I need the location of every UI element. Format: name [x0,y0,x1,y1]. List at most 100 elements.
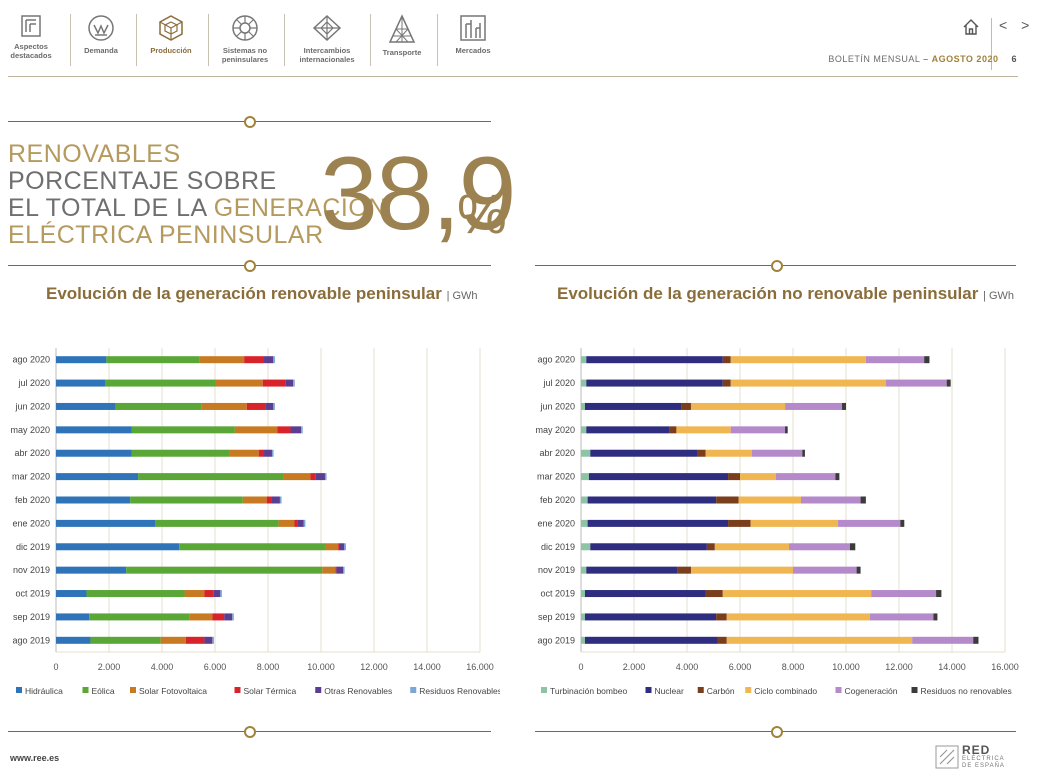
bar-segment [802,449,805,457]
bar-segment [290,426,302,434]
bar-segment [138,473,284,481]
bar-segment [860,496,866,504]
bar-segment [946,379,951,387]
x-tick-label: 6.000 [204,662,227,672]
y-tick-label: jul 2020 [17,378,50,388]
nav-item-sistemas-no-peninsulares[interactable]: Sistemas no peninsulares [214,14,276,64]
y-tick-label: dic 2019 [16,542,50,552]
bar-segment [310,473,316,481]
legend-label: Solar Térmica [244,686,297,696]
y-tick-label: ago 2020 [537,355,575,365]
y-tick-label: ene 2020 [537,518,575,528]
legend-swatch [234,687,241,693]
bar-segment [244,356,265,364]
bulletin-month: AGOSTO 2020 [931,54,999,64]
bar-segment [265,402,274,410]
bar-segment [586,356,723,364]
y-tick-label: jun 2020 [539,401,575,411]
bar-segment [581,519,588,527]
nav-separator [70,14,71,66]
footer-url[interactable]: www.ree.es [10,753,60,763]
bar-segment [912,636,974,644]
bar-segment [726,636,913,644]
bar-segment [184,590,205,598]
y-tick-label: oct 2019 [15,589,50,599]
bar-segment [581,356,587,364]
bar-segment [279,496,282,504]
headline-line2: PORCENTAJE SOBRE [8,167,277,195]
bar-segment [131,426,235,434]
headline-line3b: GENERACIÓN [213,194,387,222]
nav-label-line1: Demanda [84,46,118,55]
legend-label: Eólica [92,686,115,696]
bar-segment [204,590,214,598]
y-tick-label: mar 2020 [12,472,50,482]
bar-segment [728,473,740,481]
y-tick-label: jul 2020 [542,378,575,388]
nav-item-intercambios-internacionales[interactable]: Intercambios internacionales [292,14,362,64]
bar-segment [869,613,934,621]
bar-segment [229,449,259,457]
y-tick-label: feb 2020 [15,495,50,505]
x-tick-label: 10.000 [832,662,860,672]
bar-segment [669,426,677,434]
bar-segment [315,473,325,481]
bar-segment [936,590,942,598]
bar-segment [716,496,739,504]
y-tick-label: may 2020 [535,425,575,435]
bar-segment [56,402,116,410]
bulletin-label: BOLETÍN MENSUAL [828,54,921,64]
bar-segment [271,496,280,504]
bar-segment [106,356,200,364]
bar-segment [301,426,303,434]
bar-segment [722,590,872,598]
legend-swatch [911,687,918,693]
legend-label: Carbón [707,686,735,696]
y-tick-label: sep 2019 [538,612,575,622]
page-arrows[interactable]: < > [999,17,1035,33]
legend-swatch [315,687,322,693]
y-tick-label: ene 2020 [12,518,50,528]
x-tick-label: 10.000 [307,662,335,672]
bar-segment [581,543,591,551]
legend-label: Cogeneración [845,686,898,696]
bar-segment [56,566,127,574]
legend-swatch [541,687,547,693]
nav-label-line2: destacados [10,51,52,60]
nav-item-mercados[interactable]: Mercados [446,14,500,55]
x-tick-label: 4.000 [151,662,174,672]
legend-swatch [697,687,704,693]
legend-label: Hidráulica [25,686,63,696]
bar-segment [581,613,585,621]
bar-segment [86,590,185,598]
market-icon [460,15,486,41]
y-tick-label: mar 2020 [537,472,575,482]
bar-segment [126,566,323,574]
nav-item-transporte[interactable]: Transporte [376,14,428,57]
bar-segment [584,590,706,598]
nav-item-demanda[interactable]: Demanda [78,14,124,55]
header-rule [8,76,1018,77]
bar-segment [587,519,729,527]
legend-label: Turbinación bombeo [550,686,627,696]
bar-segment [800,496,861,504]
bar-segment [199,356,245,364]
bar-segment [56,379,106,387]
nav-separator [437,14,438,66]
bar-segment [258,449,265,457]
nav-item-aspectos-destacados[interactable]: Aspectos destacados [8,14,54,60]
logo-line3: DE ESPAÑA [962,763,1005,769]
bar-segment [751,449,803,457]
nav-item-produccion[interactable]: Producción [144,14,198,55]
islands-icon [232,15,258,41]
bar-segment [89,613,190,621]
bar-segment [730,356,866,364]
bar-segment [303,519,306,527]
bar-segment [705,449,752,457]
nav-label-line2: internacionales [299,55,355,64]
bar-segment [973,636,979,644]
bar-segment [336,566,343,574]
bar-segment [677,566,691,574]
home-icon[interactable] [962,18,980,36]
legend-swatch [82,687,89,693]
